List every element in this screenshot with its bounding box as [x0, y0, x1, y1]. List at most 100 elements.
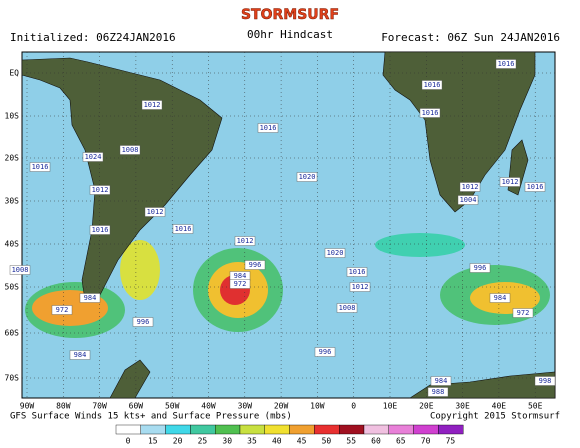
scale-swatch [190, 424, 216, 435]
scale-label: 0 [126, 437, 131, 446]
lon-label: 10E [383, 402, 398, 411]
lat-label: 60S [5, 329, 20, 338]
scale-label: 75 [446, 437, 456, 446]
scale-label: 45 [297, 437, 307, 446]
pressure-label: 972 [234, 280, 247, 288]
footer-right: Copyright 2015 Stormsurf [430, 412, 560, 422]
hindcast: 00hr Hindcast [247, 28, 333, 41]
pressure-label: 996 [474, 264, 487, 272]
pressure-box [336, 303, 358, 313]
pressure-label: 1016 [92, 226, 109, 234]
pressure-box [257, 123, 279, 133]
lon-label: 20E [419, 402, 434, 411]
pressure-box [144, 207, 166, 217]
lat-label: 30S [5, 197, 20, 206]
lon-label: 30E [455, 402, 470, 411]
pressure-label: 984 [234, 272, 247, 280]
antarctic-peninsula [109, 359, 151, 399]
pressure-box [419, 108, 441, 118]
scale-swatch [165, 424, 191, 435]
pressure-box [51, 305, 73, 315]
scale-swatch [264, 424, 290, 435]
pressure-box [421, 80, 443, 90]
lat-label: EQ [9, 69, 19, 78]
scale-swatch [214, 424, 241, 435]
pressure-label: 1012 [502, 178, 519, 186]
pressure-label: 972 [517, 309, 530, 317]
pressure-label: 1012 [237, 237, 254, 245]
pressure-label: 1020 [299, 173, 316, 181]
pressure-box [296, 172, 318, 182]
pressure-label: 1024 [85, 153, 102, 161]
pressure-label: 1020 [327, 249, 344, 257]
lon-label: 30W [238, 402, 253, 411]
pressure-label: 1012 [144, 101, 161, 109]
scale-label: 20 [173, 437, 183, 446]
pressure-box [346, 267, 368, 277]
scale-swatch [438, 424, 464, 435]
pressure-label: 1012 [352, 283, 369, 291]
scale-label: 35 [247, 437, 257, 446]
pressure-box [9, 265, 31, 275]
scale-label: 65 [396, 437, 406, 446]
scale-label: 50 [322, 437, 332, 446]
pressure-label: 1008 [122, 146, 139, 154]
footer-left: GFS Surface Winds 15 kts+ and Surface Pr… [10, 412, 292, 422]
pressure-label: 1016 [422, 109, 439, 117]
initialized: Initialized: 06Z24JAN2016 [10, 31, 176, 44]
pressure-box [132, 317, 154, 327]
pressure-label: 1012 [92, 186, 109, 194]
pressure-label: 1016 [260, 124, 277, 132]
lon-label: 50E [528, 402, 543, 411]
lon-label: 40W [201, 402, 216, 411]
pressure-box [82, 152, 104, 162]
lon-label: 20W [274, 402, 289, 411]
pressure-label: 1016 [498, 60, 515, 68]
pressure-box [489, 293, 511, 303]
pressure-box [89, 185, 111, 195]
scale-label: 15 [148, 437, 158, 446]
pressure-box [430, 376, 452, 386]
brand: STORMSURF [241, 7, 339, 23]
lon-label: 0 [351, 402, 356, 411]
lon-label: 60W [129, 402, 144, 411]
pressure-label: 1012 [462, 183, 479, 191]
lat-label: 50S [5, 283, 20, 292]
pressure-box [244, 260, 266, 270]
scale-label: 55 [346, 437, 356, 446]
pressure-box [459, 182, 481, 192]
pressure-box [141, 100, 163, 110]
scale-label: 70 [421, 437, 431, 446]
forecast: Forecast: 06Z Sun 24JAN2016 [381, 31, 560, 44]
pressure-label: 996 [319, 348, 332, 356]
pressure-box [314, 347, 336, 357]
wind-swath [120, 240, 160, 300]
map: EQ 10S 20S 30S 40S 50S 60S 70S 90W 80W 70W 60W 50W 40… [5, 51, 556, 411]
wind-swath [375, 233, 465, 257]
lat-label: 20S [5, 154, 20, 163]
scale-label: 40 [272, 437, 282, 446]
scale-label: 25 [198, 437, 208, 446]
scale-swatch [289, 424, 315, 435]
pressure-box [234, 236, 256, 246]
pressure-label: 1016 [349, 268, 366, 276]
pressure-box [457, 195, 479, 205]
pressure-label: 1016 [32, 163, 49, 171]
pressure-label: 984 [84, 294, 97, 302]
scale-swatch [363, 424, 389, 435]
africa [382, 51, 536, 213]
pressure-box [534, 376, 556, 386]
pressure-label: 1016 [175, 225, 192, 233]
pressure-label: 1008 [12, 266, 29, 274]
lon-label: 40E [492, 402, 507, 411]
lat-label: 40S [5, 240, 20, 249]
pressure-label: 984 [494, 294, 507, 302]
scale-swatch [140, 424, 166, 435]
scale-swatch [314, 424, 340, 435]
pressure-box [495, 59, 517, 69]
pressure-label: 1012 [147, 208, 164, 216]
pressure-box [512, 308, 534, 318]
scale-swatch [413, 424, 439, 435]
lon-label: 10W [310, 402, 325, 411]
pressure-box [499, 177, 521, 187]
